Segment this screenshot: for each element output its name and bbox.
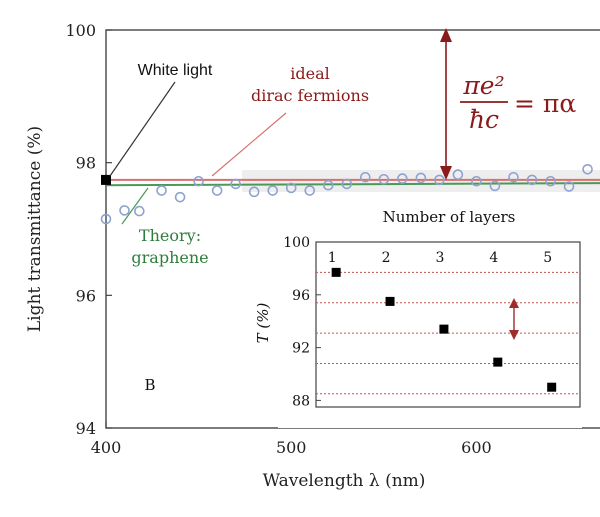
- transmittance-point: [119, 205, 130, 216]
- inset-x-tick-label: 3: [435, 250, 444, 266]
- theory-label-line1: Theory:: [139, 226, 201, 245]
- transmittance-point: [341, 178, 353, 190]
- fine-structure-formula: πe² ħc = πα: [440, 28, 576, 180]
- formula-rhs: = πα: [514, 89, 576, 118]
- layer-transmittance-point: [439, 324, 449, 334]
- inset-y-axis-label: T (%): [254, 302, 272, 343]
- transmittance-point: [397, 173, 408, 184]
- transmittance-point: [322, 179, 334, 191]
- main-axis-ticks: 400500600700949698100: [65, 21, 492, 457]
- inset-x-tick-label: 2: [382, 250, 391, 266]
- transmittance-point: [211, 185, 223, 196]
- transmittance-point: [248, 186, 260, 198]
- inset-plot-frame: [315, 241, 581, 408]
- main-y-tick-label: 96: [76, 286, 96, 305]
- ideal-label-line2: dirac fermions: [251, 86, 369, 105]
- white-light-label: White light: [138, 62, 213, 79]
- white-light-point: [101, 174, 111, 185]
- inset-x-tick-label: 4: [489, 250, 498, 266]
- main-x-tick-label: 400: [91, 438, 122, 457]
- ideal-label-line1: ideal: [290, 64, 329, 83]
- inset-y-tick-label: 88: [292, 393, 310, 409]
- transmittance-point: [563, 181, 575, 192]
- transmittance-point: [545, 175, 556, 187]
- highlight-band: [242, 170, 600, 192]
- series-line-3: [105, 182, 600, 187]
- transmittance-point: [285, 182, 297, 194]
- main-y-tick-label: 98: [76, 154, 96, 173]
- transmittance-point: [134, 205, 145, 217]
- inset-x-tick-label: 1: [328, 250, 337, 266]
- theory-label-line2: graphene: [131, 248, 208, 267]
- dirac-pointer: [211, 112, 287, 177]
- transmittance-point: [360, 171, 371, 183]
- inset-axis-ticks: 1 2 3 4 5 88 92 96 100: [283, 235, 552, 409]
- inset-y-tick-label: 92: [292, 341, 310, 357]
- transmittance-point: [508, 171, 519, 183]
- main-y-axis-label: Light transmittance (%): [25, 126, 45, 332]
- inset-y-tick-label: 100: [283, 235, 310, 251]
- theory-pointer: [121, 187, 149, 225]
- layer-transmittance-point: [385, 296, 395, 306]
- transmittance-point: [526, 174, 538, 186]
- formula-numerator: πe²: [462, 71, 504, 100]
- transmittance-point: [174, 191, 186, 203]
- transmittance-point: [378, 173, 390, 185]
- inset-x-tick-label: 5: [543, 250, 552, 266]
- main-x-tick-label: 500: [276, 438, 307, 457]
- inset-title: Number of layers: [383, 208, 516, 226]
- main-series-points: [100, 164, 593, 225]
- inset-reference-lines: [316, 271, 580, 395]
- formula-arrow-head-top: [440, 28, 452, 42]
- main-y-tick-label: 94: [76, 419, 96, 438]
- transmittance-point: [100, 213, 112, 225]
- layer-transmittance-point: [547, 382, 557, 392]
- white-light-pointer: [109, 81, 176, 177]
- inset-background: [278, 208, 582, 428]
- main-y-tick-label: 100: [65, 21, 96, 40]
- main-x-axis-label: Wavelength λ (nm): [263, 471, 426, 491]
- layer-transmittance-point: [331, 267, 341, 277]
- transmittance-point: [452, 169, 464, 180]
- transmittance-point: [471, 175, 482, 187]
- transmittance-point: [156, 185, 167, 196]
- transmittance-point: [193, 175, 204, 187]
- transmittance-point: [489, 180, 501, 192]
- transmittance-point: [415, 172, 427, 184]
- transmittance-point: [582, 164, 593, 175]
- formula-denominator: ħc: [469, 105, 499, 134]
- main-x-tick-label: 600: [461, 438, 492, 457]
- layer-transmittance-point: [493, 357, 503, 367]
- transmittance-point: [304, 185, 316, 196]
- panel-label: B: [144, 376, 155, 394]
- inset-double-arrow: [509, 298, 519, 340]
- transmittance-point: [230, 178, 241, 190]
- transmittance-point: [434, 174, 445, 186]
- inset-series-points: [331, 267, 557, 392]
- formula-arrow-head-bottom: [440, 166, 452, 180]
- inset-y-tick-label: 96: [292, 288, 310, 304]
- transmittance-point: [267, 185, 278, 196]
